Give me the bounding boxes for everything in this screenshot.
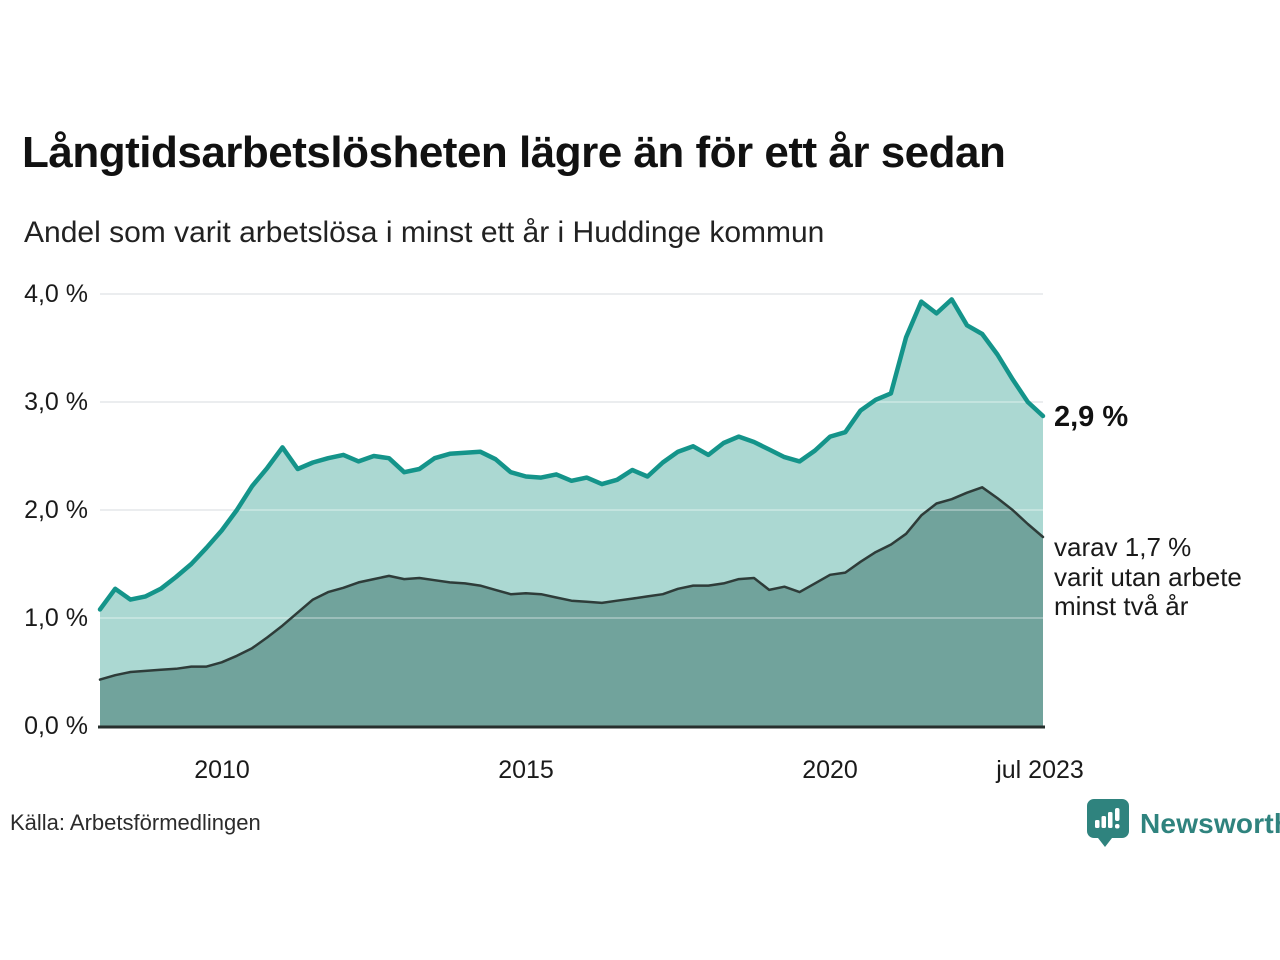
y-axis-tick-label: 0,0 %: [24, 712, 88, 740]
y-axis-tick-label: 4,0 %: [24, 280, 88, 308]
newsworthy-logo: Newsworthy: [1086, 798, 1280, 850]
two-year-annotation-line: varit utan arbete: [1054, 561, 1242, 592]
two-year-annotation: varav 1,7 % varit utan arbete minst två …: [1054, 532, 1242, 622]
source-credit: Källa: Arbetsförmedlingen: [10, 810, 261, 835]
x-axis-tick-label: 2015: [498, 756, 554, 784]
y-axis-tick-label: 1,0 %: [24, 604, 88, 632]
chart-title: Långtidsarbetslösheten lägre än för ett …: [22, 128, 1006, 177]
chart-subtitle: Andel som varit arbetslösa i minst ett å…: [24, 216, 825, 249]
two-year-annotation-line: minst två år: [1054, 591, 1189, 621]
x-axis-tick-label: 2020: [802, 756, 858, 784]
latest-value-annotation: 2,9 %: [1054, 401, 1129, 433]
x-axis-tick-label: jul 2023: [996, 756, 1084, 784]
newsworthy-logo-text: Newsworthy: [1140, 808, 1280, 839]
y-axis-tick-label: 3,0 %: [24, 388, 88, 416]
y-axis-tick-label: 2,0 %: [24, 496, 88, 524]
two-year-annotation-line: varav 1,7 %: [1054, 532, 1192, 562]
x-axis-tick-label: 2010: [194, 756, 250, 784]
newsworthy-logo-icon: [1087, 799, 1129, 847]
